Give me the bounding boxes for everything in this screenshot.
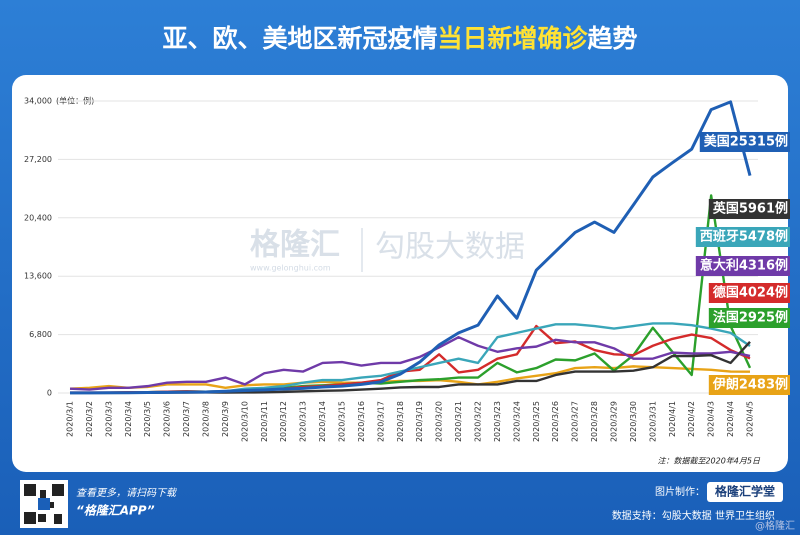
end-label-text: 德国4024例 [713, 285, 788, 301]
x-tick-label: 2020/3/8 [202, 401, 211, 437]
chart-title: 亚、欧、美地区新冠疫情当日新增确诊趋势 [162, 24, 637, 53]
title-highlight: 当日新增确诊 [437, 24, 588, 53]
x-tick-label: 2020/3/2 [85, 401, 94, 437]
x-tick-label: 2020/3/13 [299, 401, 308, 442]
x-tick-label: 2020/3/30 [629, 401, 638, 442]
x-tick-label: 2020/3/14 [318, 401, 327, 442]
end-label-box [695, 227, 790, 247]
x-tick-label: 2020/3/22 [474, 401, 483, 442]
footer-school: 格隆汇学堂 [715, 484, 775, 499]
x-tick-label: 2020/3/20 [435, 401, 444, 442]
footer-app: “格隆汇APP” [76, 504, 155, 518]
end-label-box [708, 375, 790, 395]
watermark-url: www.gelonghui.com [250, 264, 331, 273]
x-tick-label: 2020/3/3 [104, 401, 113, 437]
x-tick-label: 2020/3/12 [279, 401, 288, 442]
watermark: 勾股大数据 [375, 230, 525, 265]
x-tick-label: 2020/3/26 [551, 401, 560, 442]
x-tick-label: 2020/4/2 [687, 401, 696, 437]
end-label: 英国5961例 [708, 199, 790, 219]
y-tick-label: 13,600 [24, 272, 52, 281]
end-label-box [695, 256, 790, 276]
y-tick-label: 0 [47, 389, 52, 398]
note: 注：数据截至2020年4月5日 [657, 457, 761, 466]
x-tick-label: 2020/3/7 [182, 401, 191, 437]
x-tick-label: 2020/3/4 [124, 401, 133, 437]
footer-handle: @格隆汇 [755, 519, 795, 532]
x-tick-label: 2020/3/5 [143, 401, 152, 437]
x-tick-label: 2020/3/25 [532, 401, 541, 442]
end-label-text: 英国5961例 [712, 201, 788, 217]
end-label-box [699, 132, 790, 152]
end-label: 西班牙5478例 [695, 227, 790, 247]
end-label-text: 意大利4316例 [700, 258, 788, 274]
end-label-box [708, 308, 790, 328]
school-badge [707, 482, 783, 502]
x-tick-label: 2020/3/19 [415, 401, 424, 442]
title-part: 趋势 [588, 24, 638, 53]
x-tick-label: 2020/4/5 [746, 401, 755, 437]
end-label: 意大利4316例 [695, 256, 790, 276]
x-tick-label: 2020/3/18 [396, 401, 405, 442]
end-label-box [708, 283, 790, 303]
x-tick-label: 2020/3/31 [648, 401, 657, 442]
y-tick-label: 20,400 [24, 213, 52, 222]
title-part: 亚、欧、美地区新冠疫情 [162, 24, 437, 53]
x-tick-label: 2020/3/11 [260, 401, 269, 442]
end-label-text: 法国2925例 [713, 310, 788, 326]
end-label: 伊朗2483例 [708, 375, 790, 395]
series-line [70, 100, 752, 395]
x-tick-label: 2020/3/17 [376, 401, 385, 442]
y-tick-label: 27,200 [24, 155, 52, 164]
x-tick-label: 2020/3/24 [512, 401, 521, 442]
x-tick-label: 2020/3/21 [454, 401, 463, 442]
x-tick-label: 2020/3/6 [163, 401, 172, 437]
x-tick-label: 2020/3/29 [610, 401, 619, 442]
end-label-text: 美国25315例 [704, 134, 788, 150]
x-tick-label: 2020/4/1 [668, 401, 677, 437]
x-tick-label: 2020/3/9 [221, 401, 230, 437]
x-tick-label: 2020/3/15 [338, 401, 347, 442]
x-tick-label: 2020/4/4 [726, 401, 735, 437]
end-label-text: 西班牙5478例 [700, 229, 788, 245]
x-tick-label: 2020/3/28 [590, 401, 599, 442]
end-label-text: 伊朗2483例 [712, 377, 788, 393]
footer-more: 查看更多，请扫码下载 [76, 487, 178, 499]
x-tick-label: 2020/3/10 [240, 401, 249, 442]
end-label: 美国25315例 [699, 132, 790, 152]
x-tick-label: 2020/3/27 [571, 401, 580, 442]
y-tick-label: 34,000 [24, 97, 52, 106]
panel [12, 75, 788, 472]
watermark: 格隆汇 [250, 228, 340, 263]
end-label: 法国2925例 [708, 308, 790, 328]
qr-code [20, 480, 68, 528]
end-label: 德国4024例 [708, 283, 790, 303]
footer-source: 数据支持：勾股大数据 世界卫生组织 [612, 509, 775, 522]
x-tick-label: 2020/4/3 [707, 401, 716, 437]
y-tick-label: 6,800 [29, 330, 52, 339]
series-line [69, 335, 751, 391]
end-label-box [708, 199, 790, 219]
x-tick-label: 2020/3/23 [493, 401, 502, 442]
footer-made-by: 图片制作： [655, 485, 705, 498]
x-tick-label: 2020/3/1 [66, 401, 75, 437]
x-tick-label: 2020/3/16 [357, 401, 366, 442]
